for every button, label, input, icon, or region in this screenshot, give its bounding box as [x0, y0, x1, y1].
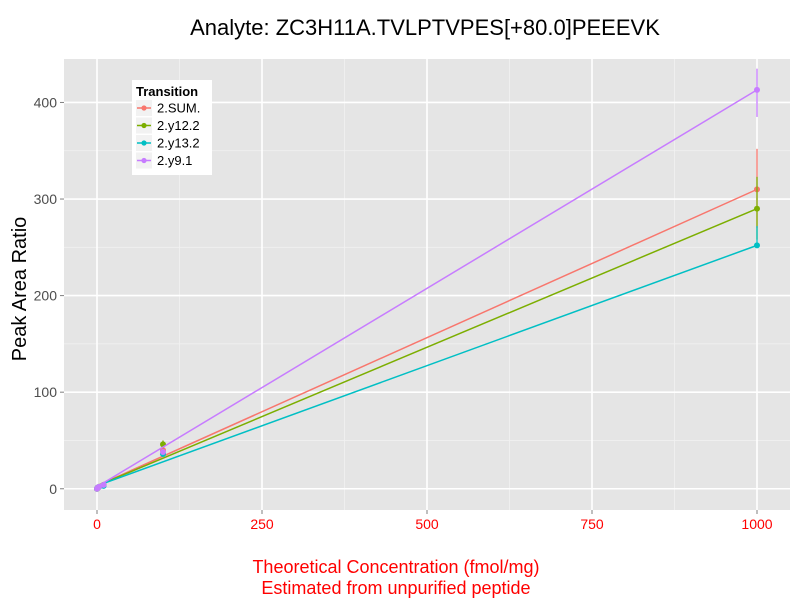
- x-tick-label: 0: [93, 516, 101, 532]
- legend-label: 2.y9.1: [157, 153, 192, 168]
- y-tick-label: 300: [34, 191, 58, 207]
- x-tick-label: 500: [415, 516, 439, 532]
- legend-item: 2.y13.2: [136, 135, 200, 151]
- legend-item: 2.SUM.: [136, 100, 200, 116]
- legend-key-point: [141, 157, 147, 164]
- data-point: [100, 481, 107, 488]
- x-axis: 0 250 500 750 1000: [93, 510, 773, 532]
- x-axis-label-line-1: Theoretical Concentration (fmol/mg): [252, 557, 539, 577]
- y-axis-label: Peak Area Ratio: [9, 217, 31, 362]
- data-point: [754, 205, 760, 212]
- series-2.y9.1: [94, 68, 760, 492]
- legend: Transition 2.SUM. 2.y12.2 2.y13.2 2.y9.1: [132, 80, 212, 175]
- data-point: [95, 483, 102, 490]
- series-fit-line: [96, 89, 758, 488]
- x-tick-label: 1000: [741, 516, 772, 532]
- legend-item: 2.y9.1: [136, 152, 192, 169]
- legend-item: 2.y12.2: [136, 117, 200, 134]
- chart-title: Analyte: ZC3H11A.TVLPTVPES[+80.0]PEEEVK: [190, 15, 660, 40]
- y-tick-label: 400: [34, 94, 58, 110]
- legend-title: Transition: [136, 84, 198, 99]
- x-tick-label: 750: [580, 516, 604, 532]
- x-axis-label-line-2: Estimated from unpurified peptide: [261, 578, 530, 598]
- x-tick-label: 250: [250, 516, 274, 532]
- legend-label: 2.SUM.: [157, 101, 200, 116]
- series-fit-line: [96, 188, 758, 487]
- y-tick-label: 200: [34, 288, 58, 304]
- y-axis: 0 100 200 300 400: [34, 94, 64, 497]
- data-point: [754, 242, 760, 249]
- y-tick-label: 0: [49, 481, 57, 497]
- legend-label: 2.y13.2: [157, 136, 200, 151]
- legend-items: 2.SUM. 2.y12.2 2.y13.2 2.y9.1: [136, 100, 200, 169]
- series-fit-line: [96, 244, 758, 487]
- series-layer: [94, 68, 760, 492]
- data-point: [754, 86, 760, 93]
- legend-key-point: [141, 122, 147, 129]
- series-fit-line: [96, 207, 758, 487]
- data-point: [160, 449, 166, 456]
- legend-label: 2.y12.2: [157, 118, 200, 133]
- legend-key-point: [141, 140, 147, 146]
- legend-key-point: [141, 105, 147, 111]
- y-tick-label: 100: [34, 384, 58, 400]
